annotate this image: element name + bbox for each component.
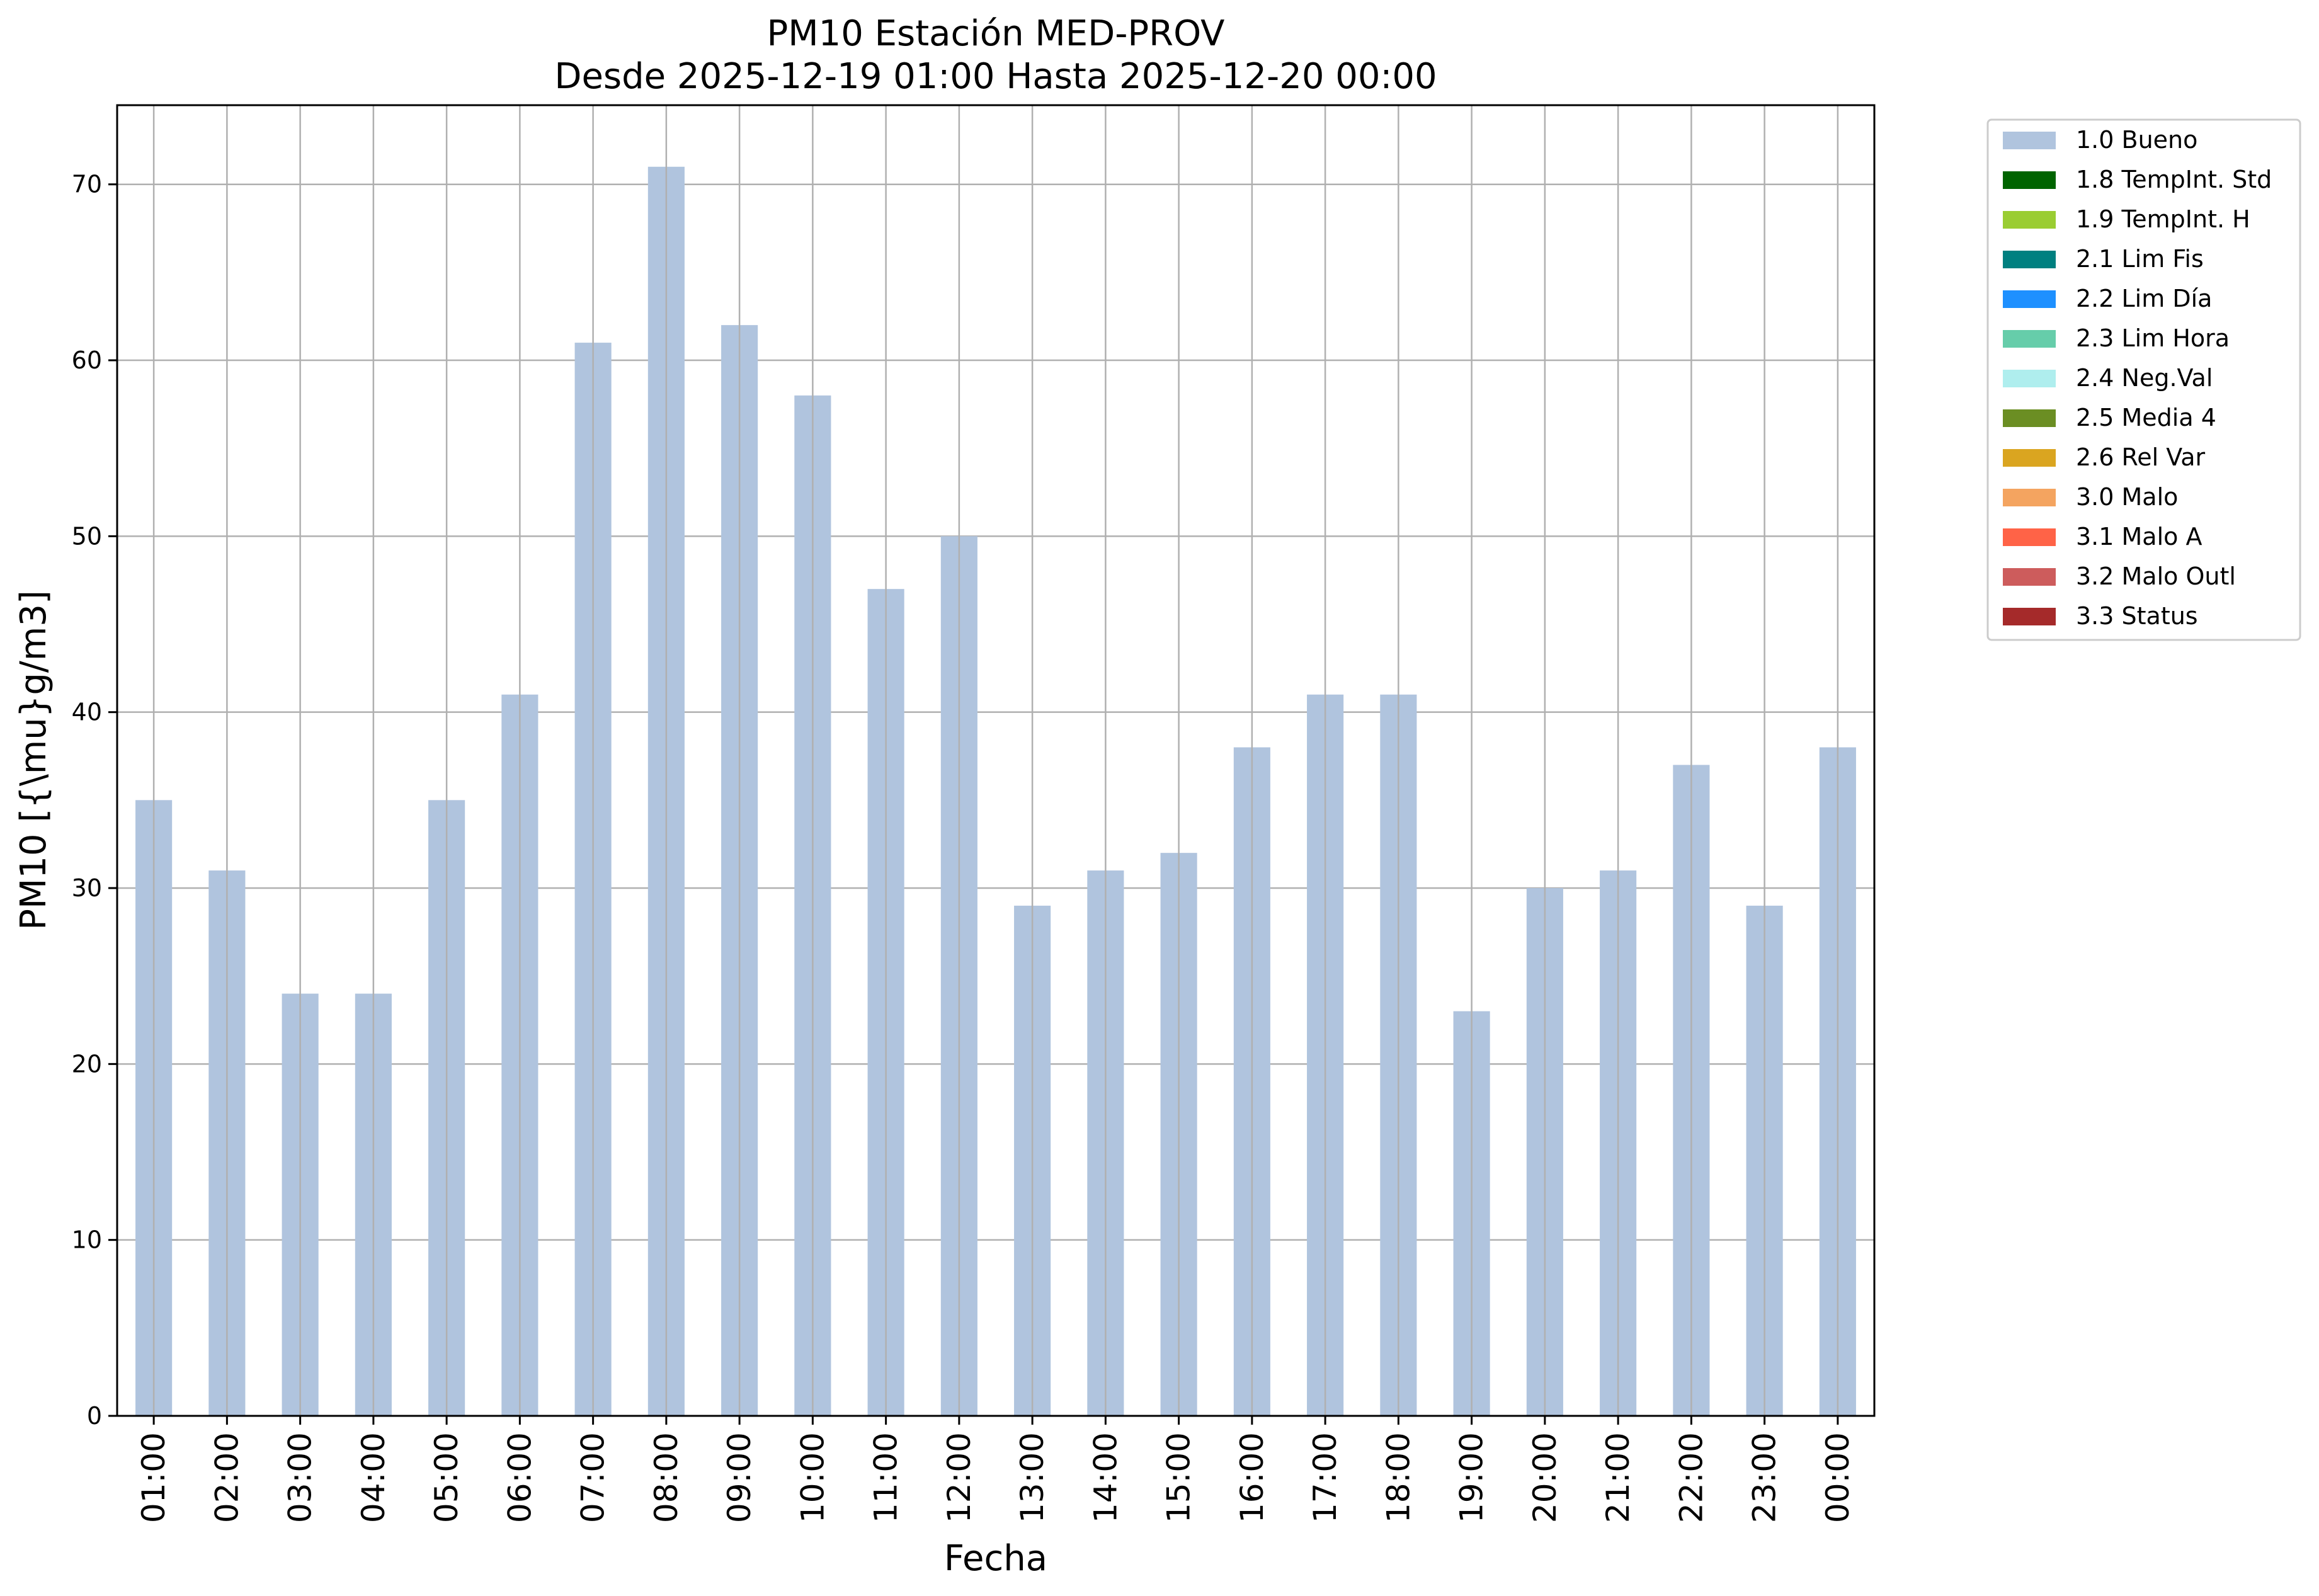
x-tick-label: 00:00 [1820,1432,1856,1523]
legend-entry-label: 1.0 Bueno [2076,126,2197,154]
legend-swatch [2003,330,2056,348]
legend-entry-label: 2.2 Lim Día [2076,285,2212,312]
legend-swatch [2003,290,2056,308]
x-tick-label: 14:00 [1087,1432,1124,1523]
y-tick-label: 30 [72,874,102,902]
x-axis-ticks: 01:00 02:00 03:00 04:00 05:00 06:00 07:00 08:00… [135,1416,1856,1523]
legend-entry-label: 3.2 Malo Outl [2076,562,2236,590]
legend-entry-label: 1.8 TempInt. Std [2076,166,2272,193]
x-tick-label: 21:00 [1600,1432,1636,1523]
x-tick-label: 06:00 [501,1432,538,1523]
legend-entry-label: 3.3 Status [2076,602,2198,630]
legend-entry-label: 2.6 Rel Var [2076,443,2206,471]
legend-swatch [2003,528,2056,546]
x-tick-label: 23:00 [1746,1432,1783,1523]
x-tick-label: 09:00 [721,1432,758,1523]
x-tick-label: 05:00 [428,1432,465,1523]
y-tick-label: 20 [72,1050,102,1078]
y-axis-ticks: 0 10 20 30 40 50 60 70 [72,171,117,1430]
x-tick-label: 15:00 [1161,1432,1197,1523]
x-axis-label: Fecha [944,1538,1047,1579]
vertical-grid-lines [152,105,1839,1416]
legend-swatch [2003,370,2056,387]
x-tick-label: 04:00 [355,1432,392,1523]
x-tick-label: 03:00 [282,1432,319,1523]
legend-swatch [2003,568,2056,586]
legend-entry-label: 2.4 Neg.Val [2076,364,2213,392]
x-tick-label: 11:00 [868,1432,904,1523]
y-tick-label: 70 [72,171,102,198]
x-tick-label: 22:00 [1673,1432,1709,1523]
legend: 1.0 Bueno 1.8 TempInt. Std 1.9 TempInt. H 2… [1986,118,2301,641]
x-tick-label: 02:00 [208,1432,245,1523]
chart-title: PM10 Estación MED-PROV [767,13,1225,54]
x-tick-label: 18:00 [1380,1432,1416,1523]
legend-swatch [2003,608,2056,625]
legend-swatch [2003,449,2056,467]
y-tick-label: 10 [72,1226,102,1254]
x-tick-label: 20:00 [1527,1432,1563,1523]
legend-box [1986,118,2301,641]
x-tick-label: 08:00 [648,1432,685,1523]
y-tick-label: 50 [72,522,102,550]
legend-swatch [2003,251,2056,268]
x-tick-label: 17:00 [1307,1432,1343,1523]
x-tick-label: 10:00 [794,1432,831,1523]
y-tick-label: 60 [72,346,102,374]
y-tick-label: 0 [87,1402,102,1430]
x-tick-label: 12:00 [941,1432,977,1523]
x-tick-label: 13:00 [1014,1432,1051,1523]
plot-area-frame [116,104,1876,1417]
legend-swatch [2003,489,2056,506]
legend-swatch [2003,211,2056,229]
legend-entry-label: 2.3 Lim Hora [2076,324,2230,352]
legend-swatch [2003,409,2056,427]
x-tick-label: 01:00 [135,1432,172,1523]
x-tick-label: 07:00 [575,1432,612,1523]
legend-entry-label: 1.9 TempInt. H [2076,205,2250,233]
legend-entry-label: 2.5 Media 4 [2076,404,2216,431]
chart-subtitle: Desde 2025-12-19 01:00 Hasta 2025-12-20 … [554,56,1437,97]
y-tick-label: 40 [72,698,102,726]
y-axis-label: PM10 [{\mu}g/m3] [13,590,54,930]
x-tick-label: 19:00 [1454,1432,1490,1523]
legend-entry-label: 3.1 Malo A [2076,523,2202,550]
legend-entry-label: 3.0 Malo [2076,483,2178,511]
x-tick-label: 16:00 [1234,1432,1270,1523]
grid-lines [117,183,1874,1417]
legend-swatch [2003,171,2056,189]
legend-entry-label: 2.1 Lim Fis [2076,245,2204,273]
legend-swatch [2003,132,2056,149]
